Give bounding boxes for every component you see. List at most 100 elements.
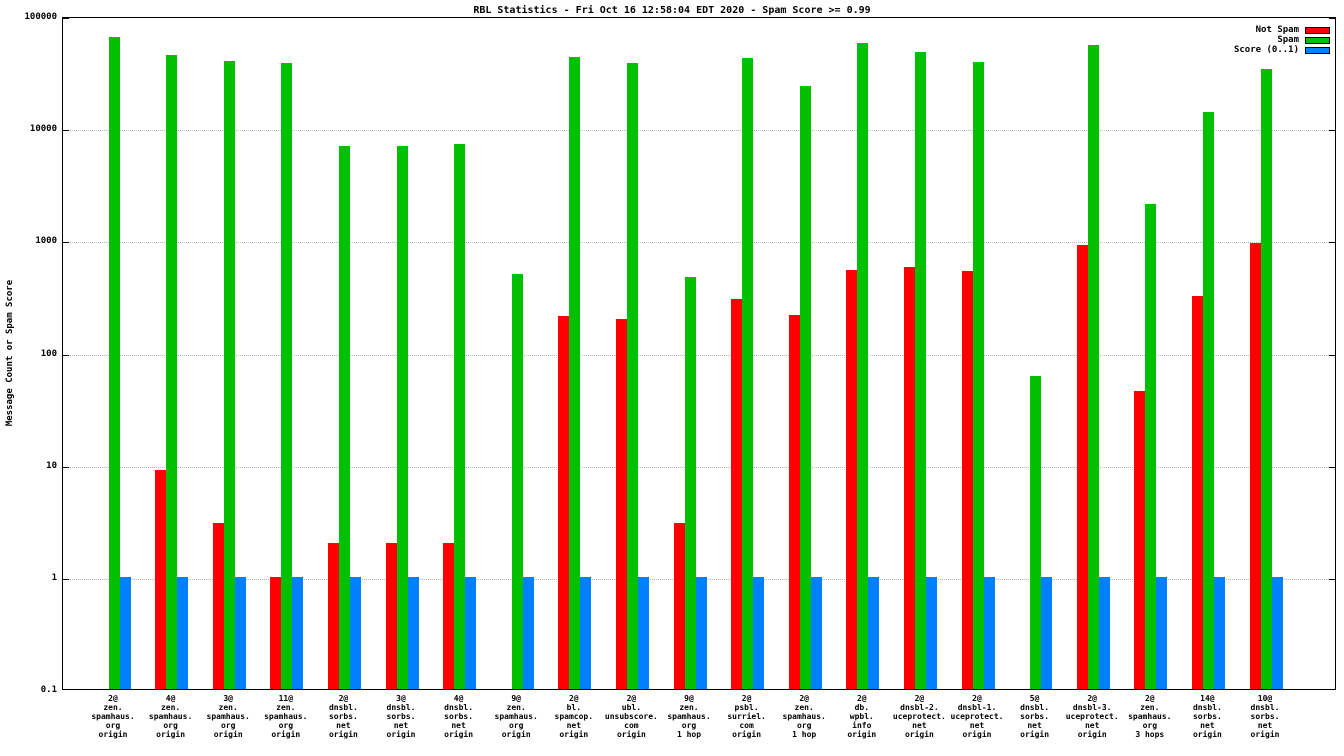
bar-score-0-1: [925, 576, 937, 689]
x-axis-label: 11@ zen. spamhaus. org origin: [264, 694, 308, 739]
bar-not-spam: [788, 315, 800, 689]
bar-score-0-1: [695, 576, 707, 689]
y-axis-tick-label: 0.1: [40, 685, 57, 695]
y-axis-tick-label: 1: [51, 572, 57, 583]
bar-score-0-1: [522, 576, 534, 689]
bar-not-spam: [155, 469, 167, 689]
bar-spam: [569, 57, 581, 689]
bar-not-spam: [385, 543, 397, 689]
bar-score-0-1: [868, 576, 880, 689]
y-axis-tick-label: 100: [40, 348, 57, 359]
bar-score-0-1: [753, 576, 765, 689]
bar-spam: [1087, 45, 1099, 689]
bar-spam: [1202, 111, 1214, 689]
y-axis-tick: [1329, 18, 1335, 19]
y-axis-tick: [63, 130, 69, 132]
y-gridline: [63, 466, 1335, 468]
bar-spam: [338, 145, 350, 689]
bar-not-spam: [615, 318, 627, 689]
y-axis-tick-label: 100000: [24, 12, 57, 22]
bar-score-0-1: [177, 576, 189, 689]
bar-spam: [684, 277, 696, 689]
legend-swatch: [1305, 27, 1330, 34]
bar-not-spam: [673, 523, 685, 689]
bar-score-0-1: [1156, 576, 1168, 689]
bar-not-spam: [1249, 242, 1261, 689]
legend-label: Score (0..1): [1233, 45, 1299, 55]
legend-item: Spam: [1234, 36, 1330, 45]
x-axis-label: 2@ zen. spamhaus. org 3 hops: [1128, 694, 1172, 739]
bar-not-spam: [846, 270, 858, 689]
bar-score-0-1: [407, 576, 419, 689]
x-axis-label: 2@ dnsbl-3. uceprotect. net origin: [1065, 694, 1119, 739]
x-axis-label: 2@ dnsbl-1. uceprotect. net origin: [950, 694, 1004, 739]
y-axis-tick: [1329, 130, 1335, 132]
y-axis-tick: [63, 689, 69, 690]
y-axis-tick: [63, 466, 69, 468]
y-axis-tick: [1329, 466, 1335, 468]
bar-spam: [1030, 375, 1042, 689]
y-gridline: [63, 130, 1335, 132]
bar-not-spam: [903, 266, 915, 689]
bar-not-spam: [731, 298, 743, 689]
legend-swatch: [1305, 47, 1330, 54]
bar-score-0-1: [234, 576, 246, 689]
bar-not-spam: [327, 543, 339, 689]
y-axis-tick: [1329, 689, 1335, 690]
legend-item: Not Spam: [1234, 26, 1330, 35]
bar-score-0-1: [580, 576, 592, 689]
y-axis-tick: [63, 18, 69, 19]
y-axis-tick-label: 10000: [29, 124, 57, 135]
bar-spam: [396, 145, 408, 689]
bar-not-spam: [270, 576, 282, 689]
x-axis-label: 2@ ubl. unsubscore. com origin: [604, 694, 658, 739]
bar-spam: [626, 63, 638, 689]
legend-swatch: [1305, 37, 1330, 44]
bar-score-0-1: [349, 576, 361, 689]
x-axis-label: 2@ bl. spamcop. net origin: [554, 694, 594, 739]
bar-spam: [742, 58, 754, 689]
bar-score-0-1: [1098, 576, 1110, 689]
bar-spam: [454, 144, 466, 689]
y-axis-tick: [1329, 242, 1335, 244]
x-axis-label: 4@ dnsbl. sorbs. net origin: [444, 694, 474, 739]
x-axis-label: 9@ zen. spamhaus. org 1 hop: [667, 694, 711, 739]
legend-label: Spam: [1277, 35, 1299, 45]
x-axis-label: 2@ db. wpbl. info origin: [847, 694, 877, 739]
x-axis-label: 3@ dnsbl. sorbs. net origin: [386, 694, 416, 739]
bar-spam: [281, 63, 293, 689]
y-axis-tick-label: 1000: [35, 236, 57, 247]
bar-spam: [1145, 204, 1157, 689]
bar-score-0-1: [637, 576, 649, 689]
chart-title: RBL Statistics - Fri Oct 16 12:58:04 EDT…: [473, 5, 871, 16]
bar-spam: [511, 274, 523, 689]
bar-not-spam: [212, 523, 224, 689]
bar-spam: [223, 60, 235, 689]
bar-not-spam: [1076, 245, 1088, 689]
x-axis-label: 4@ zen. spamhaus. org origin: [148, 694, 193, 739]
y-axis-tick: [63, 242, 69, 244]
x-axis-label: 3@ zen. spamhaus. org origin: [206, 694, 250, 739]
x-axis-label: 2@ dnsbl. sorbs. net origin: [328, 694, 358, 739]
legend-label: Not Spam: [1255, 25, 1299, 35]
legend-item: Score (0..1): [1234, 46, 1330, 55]
x-axis-label: 2@ dnsbl-2. uceprotect. net origin: [892, 694, 946, 739]
bar-score-0-1: [810, 576, 822, 689]
bar-spam: [1260, 68, 1272, 689]
bar-not-spam: [1191, 295, 1203, 689]
y-gridline: [63, 354, 1335, 356]
plot-area: Not Spam Spam Score (0..1): [62, 17, 1336, 690]
bar-spam: [972, 61, 984, 689]
y-gridline: [63, 242, 1335, 244]
bar-spam: [914, 51, 926, 689]
bar-spam: [857, 43, 869, 689]
bar-score-0-1: [983, 576, 995, 689]
y-axis-tick: [1329, 578, 1335, 580]
bar-not-spam: [558, 316, 570, 689]
bar-score-0-1: [119, 576, 131, 689]
legend: Not Spam Spam Score (0..1): [1234, 26, 1330, 56]
y-axis-tick: [1329, 354, 1335, 356]
bar-spam: [166, 54, 178, 689]
bar-score-0-1: [292, 576, 304, 689]
